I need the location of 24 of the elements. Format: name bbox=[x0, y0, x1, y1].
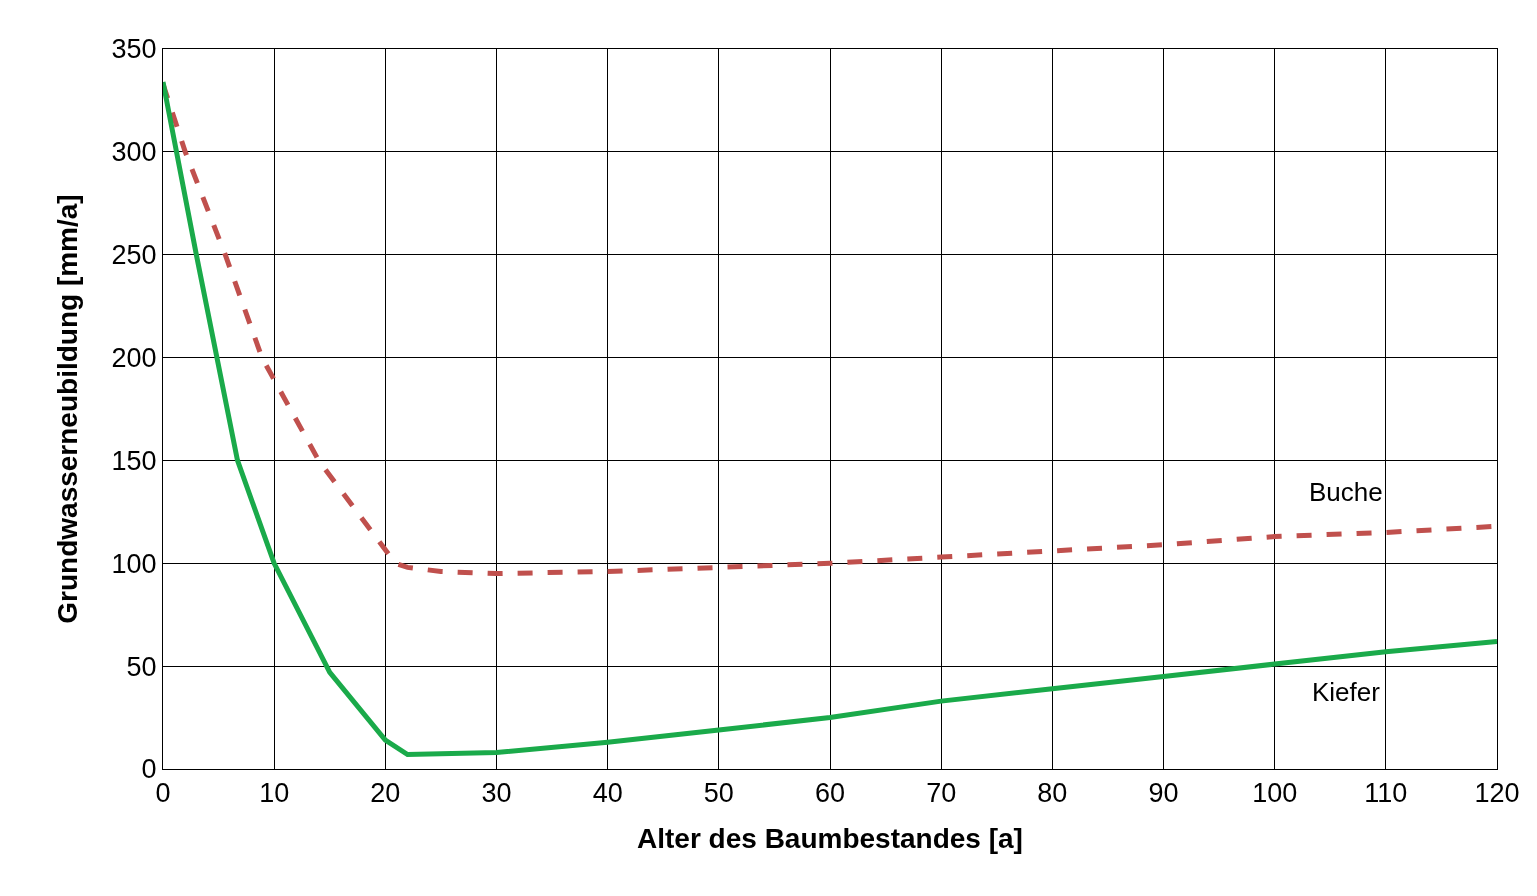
x-tick-label: 50 bbox=[703, 778, 734, 809]
x-tick-label: 20 bbox=[370, 778, 401, 809]
x-tick-label: 100 bbox=[1252, 778, 1298, 809]
series-label: Buche bbox=[1309, 477, 1383, 507]
y-tick-label: 50 bbox=[126, 651, 157, 682]
y-tick-label: 300 bbox=[111, 137, 157, 168]
x-tick-label: 110 bbox=[1364, 778, 1408, 809]
x-tick-label: 90 bbox=[1148, 778, 1179, 809]
x-tick-label: 10 bbox=[259, 778, 290, 809]
x-axis-title: Alter des Baumbestandes [a] bbox=[637, 822, 1023, 854]
x-tick-label: 30 bbox=[481, 778, 512, 809]
y-tick-label: 150 bbox=[111, 445, 157, 476]
x-tick-label: 70 bbox=[926, 778, 957, 809]
y-tick-label: 0 bbox=[141, 754, 157, 785]
x-tick-label: 60 bbox=[814, 778, 846, 809]
x-tick-label: 80 bbox=[1037, 778, 1068, 809]
y-tick-label: 100 bbox=[111, 548, 157, 579]
y-axis-title: Grundwasserneubildung [mm/a] bbox=[52, 194, 84, 624]
y-tick-label: 200 bbox=[111, 343, 157, 374]
y-tick-label: 350 bbox=[111, 34, 157, 65]
x-tick-label: 120 bbox=[1474, 778, 1520, 809]
series-label: Kiefer bbox=[1312, 677, 1381, 707]
y-tick-label: 250 bbox=[111, 240, 157, 271]
x-tick-label: 40 bbox=[592, 778, 623, 809]
